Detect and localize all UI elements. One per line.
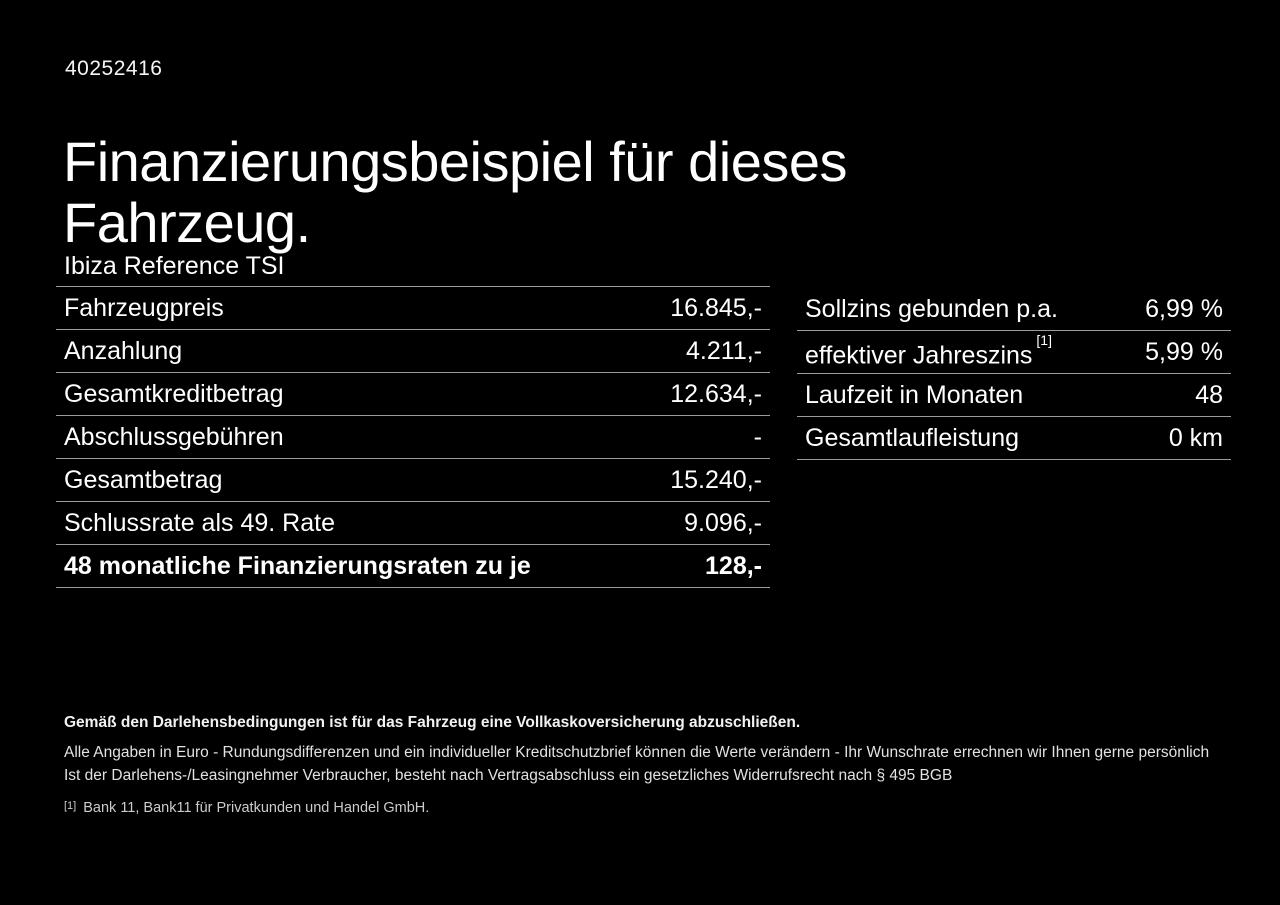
row-label: Abschlussgebühren	[64, 423, 284, 451]
footnote-reference: [1]	[1036, 331, 1052, 348]
row-label: Anzahlung	[64, 337, 183, 365]
insurance-disclaimer: Gemäß den Darlehensbedingungen ist für d…	[64, 714, 801, 731]
row-value: 128,-	[705, 552, 762, 580]
footnote-text: Bank 11, Bank11 für Privatkunden und Han…	[83, 800, 430, 816]
table-row-monatsrate: 48 monatliche Finanzierungsraten zu je 1…	[56, 545, 770, 588]
table-row-sollzins: Sollzins gebunden p.a. 6,99 %	[797, 288, 1231, 331]
row-label: effektiver Jahreszins[1]	[797, 328, 1052, 376]
footer-disclaimers: Gemäß den Darlehensbedingungen ist für d…	[64, 711, 1234, 816]
table-row-gesamtlaufleistung: Gesamtlaufleistung 0 km	[797, 417, 1231, 460]
row-value: -	[753, 423, 762, 451]
rounding-note: Alle Angaben in Euro - Rundungsdifferenz…	[64, 744, 1210, 761]
row-value: 0 km	[1168, 424, 1223, 452]
vehicle-id: 40252416	[65, 57, 163, 80]
price-table: Ibiza Reference TSI Fahrzeugpreis 16.845…	[56, 247, 770, 588]
row-value: 4.211,-	[686, 337, 762, 365]
row-value: 6,99 %	[1145, 295, 1223, 323]
table-row-schlussrate: Schlussrate als 49. Rate 9.096,-	[56, 502, 770, 545]
table-row-laufzeit: Laufzeit in Monaten 48	[797, 374, 1231, 417]
table-row-abschlussgebuehren: Abschlussgebühren -	[56, 416, 770, 459]
row-label: Sollzins gebunden p.a.	[805, 295, 1058, 323]
row-value: 5,99 %	[1145, 338, 1223, 366]
row-value: 16.845,-	[670, 294, 762, 322]
row-label: Fahrzeugpreis	[64, 294, 224, 322]
row-label: 48 monatliche Finanzierungsraten zu je	[64, 552, 531, 580]
table-row-fahrzeugpreis: Fahrzeugpreis 16.845,-	[56, 287, 770, 330]
withdrawal-note: Ist der Darlehens-/Leasingnehmer Verbrau…	[64, 767, 953, 784]
row-value: 9.096,-	[684, 509, 762, 537]
row-label-text: effektiver Jahreszins	[805, 341, 1033, 370]
row-value: 12.634,-	[670, 380, 762, 408]
row-value: 15.240,-	[670, 466, 762, 494]
vehicle-model-name: Ibiza Reference TSI	[56, 247, 770, 287]
row-label: Laufzeit in Monaten	[805, 381, 1024, 409]
row-label: Gesamtlaufleistung	[805, 424, 1020, 452]
table-row-anzahlung: Anzahlung 4.211,-	[56, 330, 770, 373]
conditions-table: Sollzins gebunden p.a. 6,99 % effektiver…	[797, 288, 1231, 460]
row-value: 48	[1195, 381, 1223, 409]
table-row-gesamtkreditbetrag: Gesamtkreditbetrag 12.634,-	[56, 373, 770, 416]
row-label: Schlussrate als 49. Rate	[64, 509, 335, 537]
row-label: Gesamtbetrag	[64, 466, 223, 494]
table-row-gesamtbetrag: Gesamtbetrag 15.240,-	[56, 459, 770, 502]
footnote-marker: [1]	[64, 800, 77, 812]
row-label: Gesamtkreditbetrag	[64, 380, 284, 408]
page-title: Finanzierungsbeispiel für dieses Fahrzeu…	[63, 129, 848, 254]
table-row-effektiver-jahreszins: effektiver Jahreszins[1] 5,99 %	[797, 331, 1231, 374]
bank-footnote: [1] Bank 11, Bank11 für Privatkunden und …	[64, 800, 1234, 816]
